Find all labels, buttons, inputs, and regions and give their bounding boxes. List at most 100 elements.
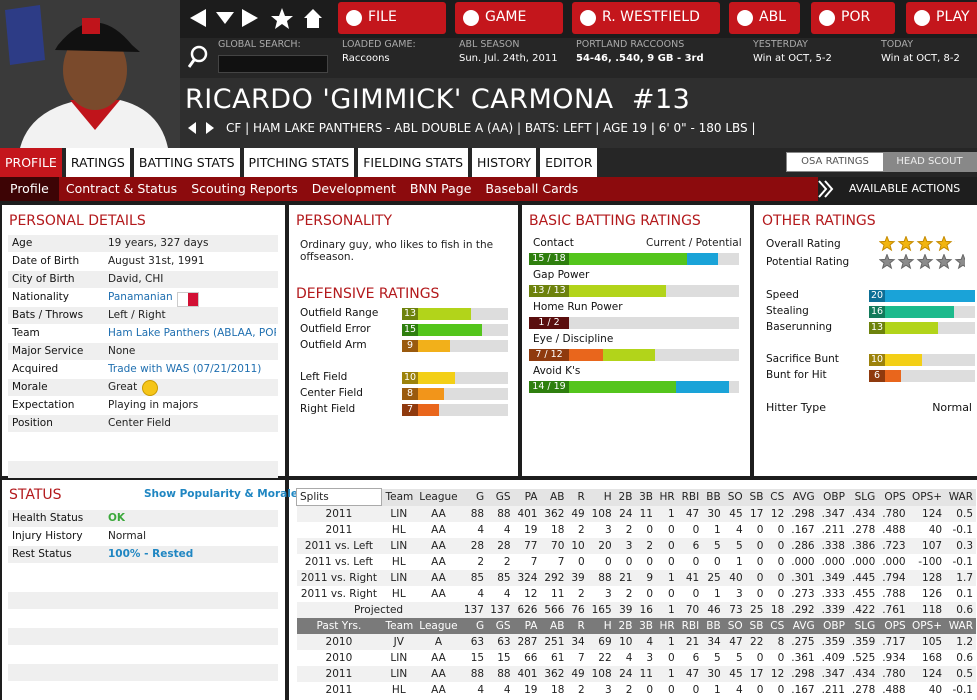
nav-label: R. WESTFIELD: [602, 9, 700, 25]
cell: 40: [729, 572, 743, 584]
cell: 10: [571, 540, 585, 552]
detail-value[interactable]: Panamanian: [108, 291, 173, 303]
cell: 1: [668, 507, 675, 520]
cell: 401: [517, 507, 538, 520]
portrait: [0, 0, 180, 148]
player-arrows[interactable]: [186, 121, 220, 135]
subtab[interactable]: Development: [311, 181, 396, 196]
cell: 0: [692, 588, 700, 600]
row-bg: [8, 253, 278, 270]
subtab[interactable]: Contract & Status: [65, 181, 178, 196]
detail-value[interactable]: Trade with WAS (07/21/2011): [108, 363, 262, 375]
available-actions[interactable]: AVAILABLE ACTIONS: [849, 182, 961, 195]
detail-label: Health Status: [12, 512, 84, 524]
toggle-option[interactable]: OSA RATINGS: [787, 153, 883, 171]
tab[interactable]: BATTING STATS: [133, 148, 240, 177]
row-bg: [8, 510, 278, 527]
nav-button[interactable]: FILE: [338, 2, 446, 34]
bar-track: [529, 317, 739, 329]
nav-label: FILE: [368, 9, 397, 25]
cell: SB: [749, 491, 764, 503]
rating-box: 13: [869, 322, 885, 334]
cell: OPS: [884, 620, 906, 632]
tab[interactable]: FIELDING STATS: [358, 148, 469, 177]
player-line: CF | HAM LAKE PANTHERS - ABL DOUBLE A (A…: [226, 121, 756, 135]
detail-value[interactable]: OK: [108, 512, 126, 524]
actions-bg: [818, 177, 977, 201]
detail-value: Great: [108, 381, 138, 393]
cell: 7: [530, 556, 538, 568]
cell: 22: [750, 636, 764, 648]
cell: .347: [821, 668, 845, 680]
nav-label: GAME: [485, 9, 527, 25]
cell: OBP: [823, 491, 845, 503]
cell: 47: [685, 668, 700, 680]
nav-button[interactable]: POR: [811, 2, 895, 34]
cell: 626: [517, 604, 538, 616]
cell: 3: [646, 652, 653, 664]
nav-icons[interactable]: [186, 6, 331, 30]
cell: 6: [692, 652, 700, 664]
cell: 3: [604, 524, 612, 536]
info-label: PORTLAND RACCOONS: [576, 39, 685, 50]
tab[interactable]: PITCHING STATS: [243, 148, 355, 177]
detail-label: Team: [12, 327, 40, 339]
cell: 0.6: [956, 604, 973, 616]
detail-value[interactable]: 100% - Rested: [108, 548, 194, 560]
info-label: TODAY: [881, 39, 913, 50]
nav-button[interactable]: R. WESTFIELD: [572, 2, 720, 34]
subtab[interactable]: Baseball Cards: [485, 181, 579, 196]
cell: 3: [625, 540, 633, 552]
cell: 5: [714, 652, 721, 664]
rating-bar: [869, 290, 975, 302]
cell: 2: [578, 524, 585, 536]
row-bg: [8, 461, 278, 478]
cell: LIN: [390, 668, 408, 680]
cell: 0: [578, 556, 585, 568]
cell: H: [603, 491, 612, 503]
number: #13: [631, 84, 691, 115]
subtab[interactable]: Scouting Reports: [191, 181, 298, 196]
cell: .000: [821, 556, 845, 568]
tab[interactable]: RATINGS: [65, 148, 130, 177]
search-input[interactable]: [218, 55, 328, 73]
detail-value[interactable]: Ham Lake Panthers (ABLAA, POR): [108, 327, 276, 339]
tab[interactable]: HISTORY: [472, 148, 537, 177]
toggle-option[interactable]: HEAD SCOUT: [883, 153, 976, 171]
search-icon[interactable]: [188, 44, 212, 70]
nav-button[interactable]: ABL: [729, 2, 800, 34]
cell: -0.1: [952, 556, 974, 568]
rating-box: 1 / 2: [529, 317, 569, 329]
cell: 10: [619, 636, 633, 648]
tab[interactable]: EDITOR: [540, 148, 598, 177]
star: [935, 236, 953, 252]
cell: 77: [524, 540, 538, 552]
cell: .349: [821, 572, 845, 584]
rating-label: Left Field: [300, 371, 348, 383]
tab[interactable]: PROFILE: [0, 148, 62, 177]
nav-button[interactable]: GAME: [455, 2, 563, 34]
rating-box: 10: [869, 354, 885, 366]
detail-label: City of Birth: [12, 273, 75, 285]
subtab[interactable]: Profile: [0, 177, 59, 201]
rating-box: 15 / 18: [529, 253, 569, 265]
subtabs: Profile Contract & Status Scouting Reports…: [0, 177, 585, 201]
panel-title: BASIC BATTING RATINGS: [529, 213, 701, 229]
cell: 85: [497, 572, 511, 584]
cell: 41: [685, 572, 700, 584]
rating-label: Outfield Range: [300, 307, 379, 319]
cell: HL: [391, 684, 406, 696]
nav-button[interactable]: PLAY: [906, 2, 977, 34]
subtab[interactable]: BNN Page: [409, 181, 472, 196]
cell: GS: [495, 620, 511, 632]
panel-title: PERSONALITY: [296, 213, 393, 229]
search-label: GLOBAL SEARCH:: [218, 39, 301, 50]
popularity-link[interactable]: Show Popularity & Morale: [144, 488, 298, 500]
nav-icon: [463, 10, 479, 26]
info-label: LOADED GAME:: [342, 39, 416, 50]
detail-label: Bats / Throws: [12, 309, 84, 321]
cell: AA: [431, 556, 446, 568]
cell: 5: [735, 652, 743, 664]
cell: .434: [851, 668, 876, 680]
